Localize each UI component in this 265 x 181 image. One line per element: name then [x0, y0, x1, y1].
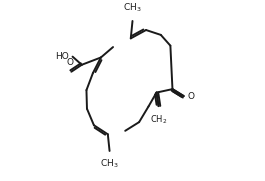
- Text: CH$_3$: CH$_3$: [123, 2, 142, 14]
- Text: O: O: [66, 58, 73, 67]
- Text: CH$_3$: CH$_3$: [100, 158, 119, 171]
- Text: O: O: [187, 92, 194, 101]
- Text: CH$_2$: CH$_2$: [150, 113, 167, 126]
- Text: HO: HO: [55, 52, 69, 61]
